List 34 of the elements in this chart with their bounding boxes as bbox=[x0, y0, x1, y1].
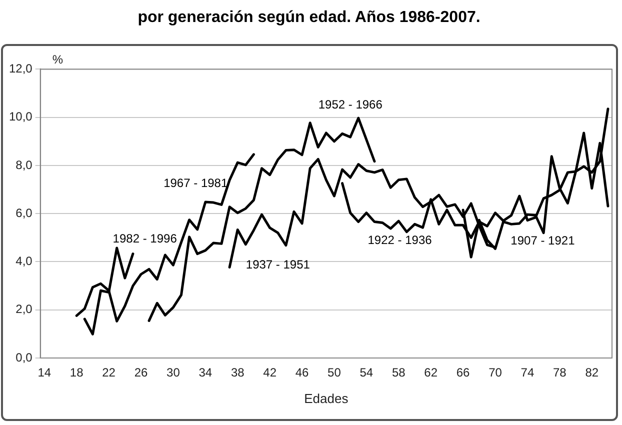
x-tick-label: 58 bbox=[392, 366, 406, 380]
x-tick-label: 22 bbox=[102, 366, 116, 380]
x-tick-label: 46 bbox=[295, 366, 310, 380]
series-label: 1982 - 1996 bbox=[112, 231, 178, 246]
y-tick-label: 2,0 bbox=[16, 302, 33, 316]
series-label: 1937 - 1951 bbox=[246, 258, 310, 272]
x-tick-label: 62 bbox=[424, 366, 438, 380]
x-tick-label: 14 bbox=[38, 366, 52, 380]
series-label: 1907 - 1921 bbox=[510, 234, 576, 248]
y-tick-label: 12,0 bbox=[8, 62, 33, 76]
x-tick-label: 18 bbox=[70, 366, 84, 380]
x-tick-label: 38 bbox=[230, 366, 245, 380]
x-tick-label: 42 bbox=[263, 366, 277, 380]
x-tick-label: 34 bbox=[198, 366, 212, 380]
x-tick-label: 70 bbox=[488, 366, 502, 380]
x-axis-title: Edades bbox=[304, 390, 349, 406]
y-tick-label: 6,0 bbox=[16, 206, 33, 220]
x-tick-label: 78 bbox=[552, 366, 567, 380]
x-tick-label: 82 bbox=[585, 366, 599, 380]
series-label: 1967 - 1981 bbox=[164, 176, 228, 190]
chart-title: por generación según edad. Años 1986-2007. bbox=[138, 9, 480, 26]
series-label: 1922 - 1936 bbox=[368, 232, 432, 247]
x-tick-label: 54 bbox=[360, 366, 374, 380]
x-tick-label: 74 bbox=[520, 366, 534, 380]
x-tick-label: 50 bbox=[328, 366, 342, 380]
series-label: 1952 - 1966 bbox=[318, 97, 383, 112]
y-tick-label: 10,0 bbox=[8, 110, 33, 124]
y-tick-label: 8,0 bbox=[16, 158, 33, 172]
y-tick-label: 4,0 bbox=[16, 254, 33, 268]
y-tick-label: 0,0 bbox=[16, 350, 33, 364]
x-tick-label: 30 bbox=[166, 366, 180, 380]
x-tick-label: 26 bbox=[134, 366, 148, 380]
y-axis-title: % bbox=[52, 52, 64, 67]
x-tick-label: 66 bbox=[456, 366, 470, 380]
